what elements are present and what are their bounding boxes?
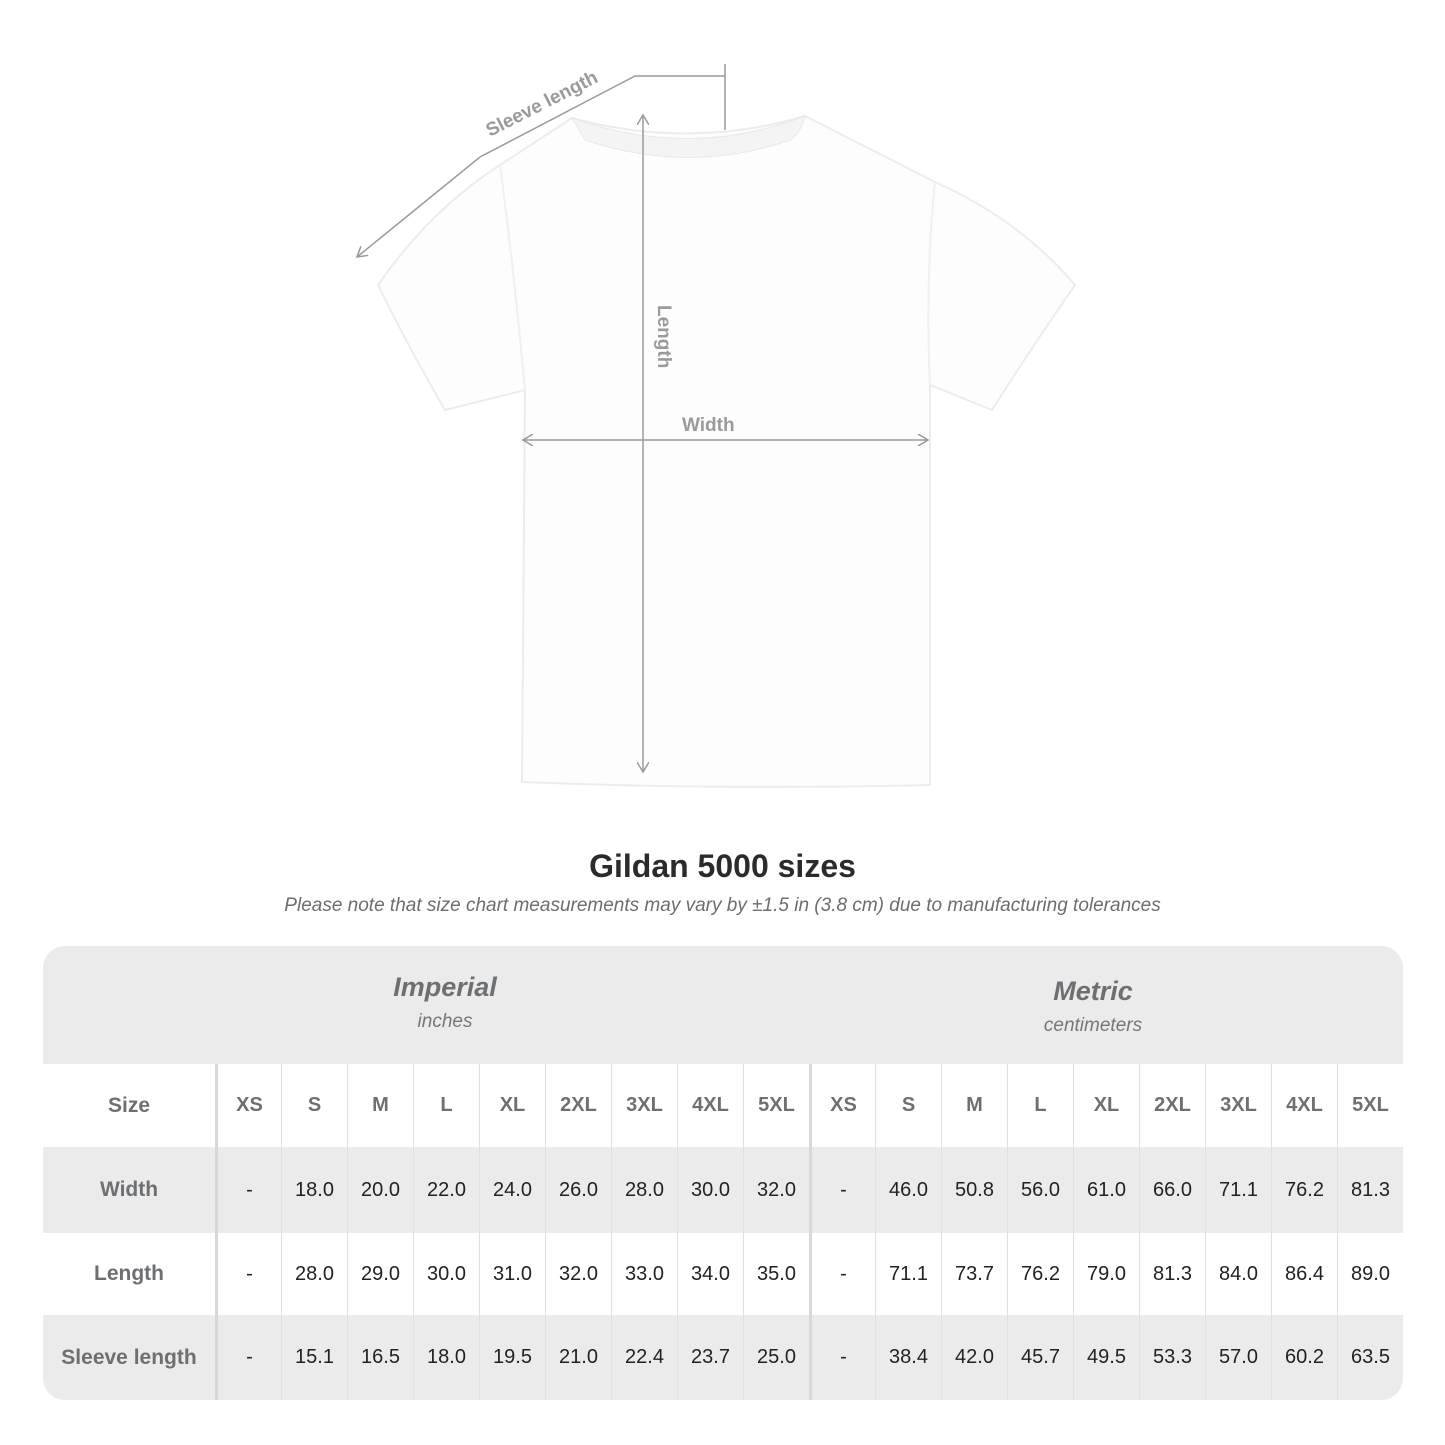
size-header-cell: 4XL <box>677 1064 743 1147</box>
size-header-cell: 2XL <box>545 1064 611 1147</box>
imperial-value-cell: 30.0 <box>677 1147 743 1233</box>
imperial-value-cell: 34.0 <box>677 1233 743 1315</box>
imperial-value-cell: 24.0 <box>479 1147 545 1233</box>
imperial-value-cell: 32.0 <box>545 1233 611 1315</box>
imperial-value-cell: 20.0 <box>347 1147 413 1233</box>
size-header-cell: M <box>347 1064 413 1147</box>
sleeve-measure-line <box>357 75 725 257</box>
row-label: Sleeve length <box>61 1345 197 1369</box>
imperial-value-cell: 23.7 <box>677 1315 743 1400</box>
row-label: Width <box>99 1178 159 1201</box>
imperial-value-cell: 35.0 <box>743 1233 809 1315</box>
size-header-cell: 5XL <box>1337 1064 1403 1147</box>
metric-value-cell: 71.1 <box>875 1233 941 1315</box>
size-chart: Imperial inches Metric centimeters Size X… <box>43 946 1403 1400</box>
size-header-cell: XS <box>809 1064 875 1147</box>
size-header-cell: S <box>875 1064 941 1147</box>
imperial-value-cell: 28.0 <box>281 1233 347 1315</box>
metric-value-cell: 84.0 <box>1205 1233 1271 1315</box>
imperial-value-cell: 21.0 <box>545 1315 611 1400</box>
metric-value-cell: - <box>809 1147 875 1233</box>
imperial-title: Imperial <box>393 972 497 1002</box>
metric-value-cell: 63.5 <box>1337 1315 1403 1400</box>
imperial-header: Imperial inches <box>245 972 645 1033</box>
metric-value-cell: 56.0 <box>1007 1147 1073 1233</box>
units-header: Imperial inches Metric centimeters <box>43 946 1403 1064</box>
size-header-cell: 5XL <box>743 1064 809 1147</box>
metric-value-cell: 66.0 <box>1139 1147 1205 1233</box>
tshirt-image <box>376 114 1077 788</box>
metric-value-cell: 57.0 <box>1205 1315 1271 1400</box>
imperial-value-cell: - <box>215 1147 281 1233</box>
metric-value-cell: 86.4 <box>1271 1233 1337 1315</box>
metric-header: Metric centimeters <box>893 976 1293 1037</box>
size-header-cell: 3XL <box>611 1064 677 1147</box>
metric-value-cell: 46.0 <box>875 1147 941 1233</box>
imperial-value-cell: 30.0 <box>413 1233 479 1315</box>
imperial-value-cell: 18.0 <box>413 1315 479 1400</box>
imperial-value-cell: 22.0 <box>413 1147 479 1233</box>
table-row: Width -18.0 20.0 22.0 24.0 26.0 28.0 30.0 32.0-4… <box>43 1147 1403 1233</box>
imperial-value-cell: 32.0 <box>743 1147 809 1233</box>
imperial-value-cell: 19.5 <box>479 1315 545 1400</box>
imperial-value-cell: 25.0 <box>743 1315 809 1400</box>
tolerance-note: Please note that size chart measurements… <box>284 895 1161 916</box>
size-header-cell: L <box>1007 1064 1073 1147</box>
width-label: Width <box>682 415 735 436</box>
metric-value-cell: 60.2 <box>1271 1315 1337 1400</box>
metric-value-cell: - <box>809 1233 875 1315</box>
row-label: Size <box>107 1093 151 1117</box>
metric-value-cell: 79.0 <box>1073 1233 1139 1315</box>
table-row: Sleeve length -15.1 16.5 18.0 19.5 21.0 22.4 23… <box>43 1315 1403 1400</box>
size-header-cell: XS <box>215 1064 281 1147</box>
metric-value-cell: 61.0 <box>1073 1147 1139 1233</box>
imperial-value-cell: 31.0 <box>479 1233 545 1315</box>
imperial-value-cell: 26.0 <box>545 1147 611 1233</box>
length-label: Length <box>653 305 674 368</box>
size-header-cell: 3XL <box>1205 1064 1271 1147</box>
imperial-value-cell: 18.0 <box>281 1147 347 1233</box>
metric-value-cell: 50.8 <box>941 1147 1007 1233</box>
imperial-value-cell: 15.1 <box>281 1315 347 1400</box>
metric-value-cell: 49.5 <box>1073 1315 1139 1400</box>
page-title: Gildan 5000 sizes <box>589 848 856 884</box>
metric-value-cell: 76.2 <box>1271 1147 1337 1233</box>
imperial-value-cell: 16.5 <box>347 1315 413 1400</box>
row-label: Length <box>94 1262 164 1285</box>
size-header-cell: XL <box>479 1064 545 1147</box>
imperial-value-cell: - <box>215 1233 281 1315</box>
metric-value-cell: - <box>809 1315 875 1400</box>
size-header-row: Size XS S M L XL 2XL 3XL 4XL 5XL XS S M L XL 2XL 3XL 4XL 5… <box>43 1064 1403 1147</box>
size-header-cell: M <box>941 1064 1007 1147</box>
size-header-cell: 4XL <box>1271 1064 1337 1147</box>
metric-value-cell: 81.3 <box>1139 1233 1205 1315</box>
imperial-value-cell: 33.0 <box>611 1233 677 1315</box>
metric-value-cell: 89.0 <box>1337 1233 1403 1315</box>
imperial-value-cell: 28.0 <box>611 1147 677 1233</box>
size-header-cell: L <box>413 1064 479 1147</box>
metric-value-cell: 45.7 <box>1007 1315 1073 1400</box>
metric-value-cell: 81.3 <box>1337 1147 1403 1233</box>
metric-value-cell: 71.1 <box>1205 1147 1271 1233</box>
tshirt-diagram: Sleeve length Length Width <box>0 64 1077 788</box>
metric-value-cell: 38.4 <box>875 1315 941 1400</box>
metric-value-cell: 53.3 <box>1139 1315 1205 1400</box>
imperial-value-cell: 22.4 <box>611 1315 677 1400</box>
size-header-cell: S <box>281 1064 347 1147</box>
imperial-value-cell: - <box>215 1315 281 1400</box>
metric-value-cell: 42.0 <box>941 1315 1007 1400</box>
imperial-unit: inches <box>417 1011 473 1032</box>
metric-title: Metric <box>1053 976 1133 1006</box>
size-header-cell: XL <box>1073 1064 1139 1147</box>
metric-value-cell: 73.7 <box>941 1233 1007 1315</box>
size-header-cell: 2XL <box>1139 1064 1205 1147</box>
metric-value-cell: 76.2 <box>1007 1233 1073 1315</box>
metric-unit: centimeters <box>1043 1015 1143 1036</box>
table-row: Length -28.0 29.0 30.0 31.0 32.0 33.0 34.0 35.0-… <box>43 1233 1403 1315</box>
imperial-value-cell: 29.0 <box>347 1233 413 1315</box>
